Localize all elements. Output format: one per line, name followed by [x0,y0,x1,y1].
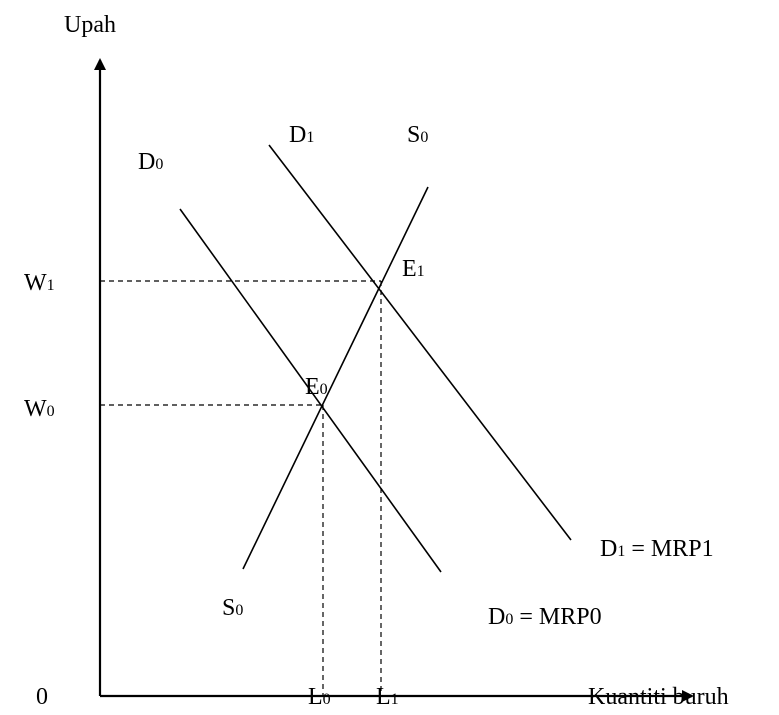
d1-mrp1-label: D1 = MRP1 [600,536,714,562]
w1-tick-label: W1 [24,270,55,296]
d0-mrp0-label: D0 = MRP0 [488,604,602,630]
e1-point-label: E1 [402,256,425,282]
x-axis-label: Kuantiti buruh [588,684,729,710]
d0-curve-label: D0 [138,149,163,175]
l0-tick-label: L0 [308,684,331,710]
demand-curve-d1 [268,144,572,541]
origin-label: 0 [36,684,48,710]
supply-curve-s0 [242,186,429,570]
d1-curve-label: D1 [289,122,314,148]
demand-curve-d0 [179,208,442,573]
s0-curve-top-label: S0 [407,122,428,148]
y-axis-label: Upah [64,12,116,38]
e0-point-label: E0 [305,374,328,400]
l1-tick-label: L1 [376,684,399,710]
w0-tick-label: W0 [24,396,55,422]
s0-curve-bottom-label: S0 [222,595,243,621]
